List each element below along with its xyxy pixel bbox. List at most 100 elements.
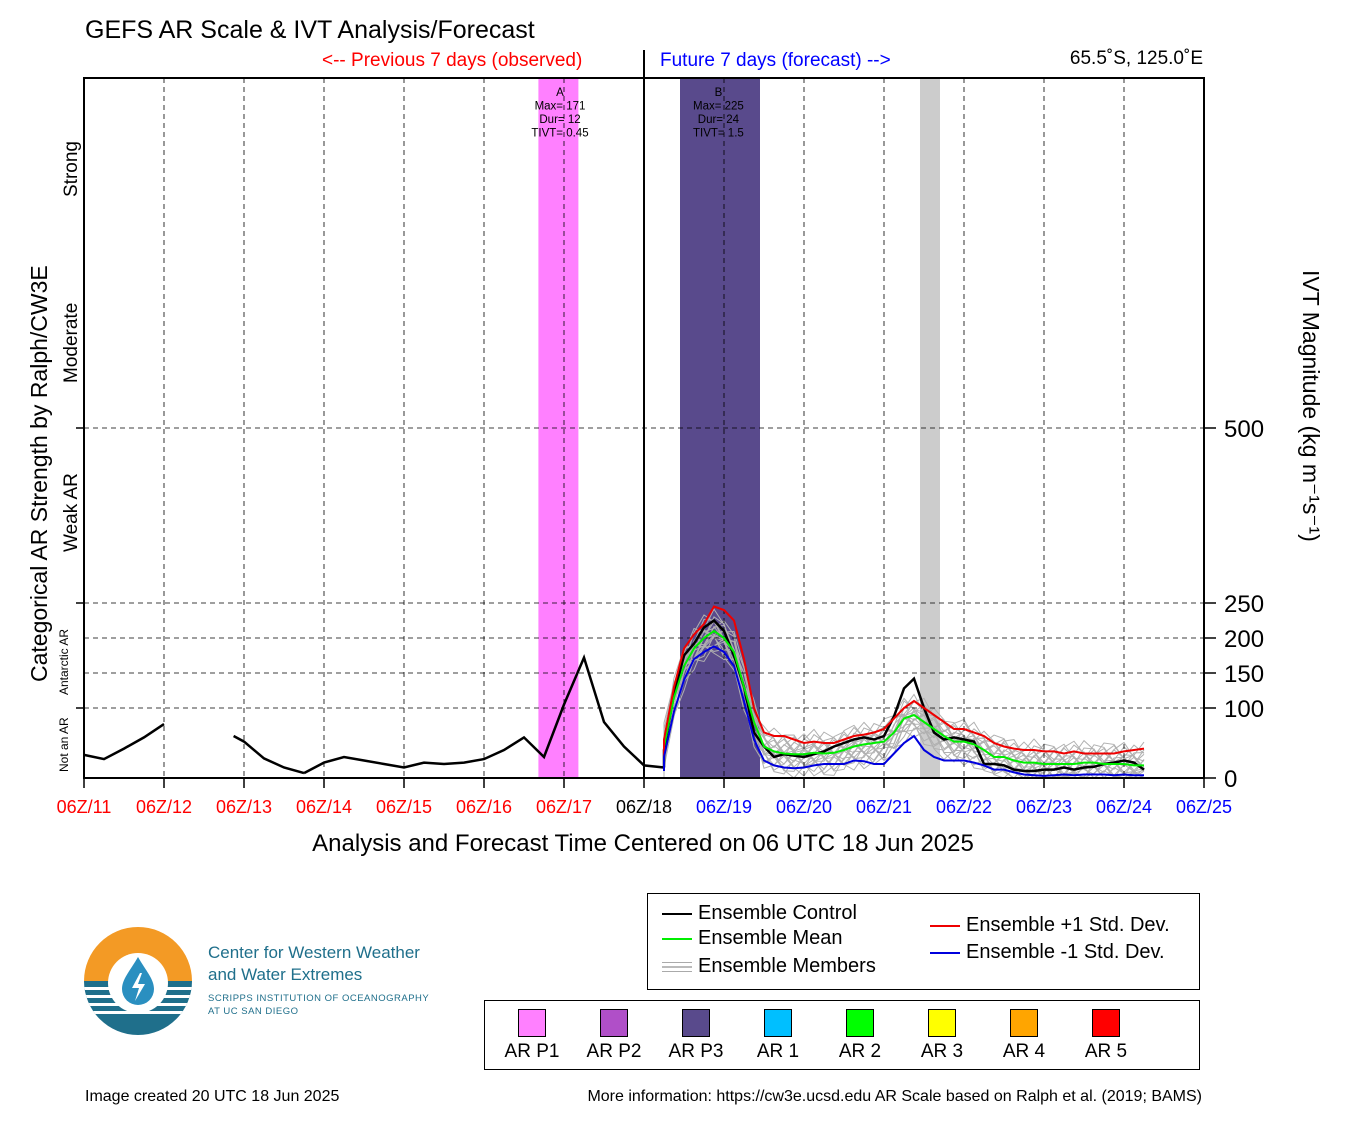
series-line-1-0 [663, 629, 1144, 767]
x-tick-label-7: 06Z/18 [616, 797, 672, 817]
ar-scale-label: AR 4 [1002, 1041, 1046, 1062]
x-tick-label-5: 06Z/16 [456, 797, 512, 817]
ar-scale-item-0: AR P1 [491, 1009, 573, 1063]
ar-scale-label: AR P3 [668, 1041, 724, 1062]
ar-scale-label: AR 2 [838, 1041, 882, 1062]
ar-scale-label: AR 5 [1084, 1041, 1128, 1062]
annotation-1-line-3: TIVT= 1.5 [693, 128, 744, 140]
left-axis-label: Categorical AR Strength by Ralph/CW3E [26, 265, 52, 682]
previous-days-label: <-- Previous 7 days (observed) [322, 50, 583, 71]
series-line-0-0 [83, 723, 165, 761]
annotation-1-line-1: Max= 225 [693, 101, 744, 113]
logo-line-1: Center for Western Weather [208, 943, 420, 962]
annotation-0-line-2: Dur= 12 [539, 114, 580, 126]
legend-control-label: Ensemble Control [698, 902, 857, 924]
ensemble-member-line-18 [663, 608, 1145, 763]
x-tick-label-10: 06Z/21 [856, 797, 912, 817]
ar-scale-swatch [846, 1009, 874, 1037]
annotation-0-line-0: A [556, 87, 564, 99]
x-tick-label-1: 06Z/12 [136, 797, 192, 817]
y-tick-label-5: 500 [1224, 416, 1264, 443]
ar-scale-label: AR P2 [586, 1041, 642, 1062]
cw3e-logo-icon [84, 927, 192, 1035]
image-created-text: Image created 20 UTC 18 Jun 2025 [85, 1088, 340, 1105]
ar-scale-legend: AR P1 AR P2 AR P3 AR 1 AR 2 AR 3 AR 4 AR 5 [484, 1000, 1200, 1070]
x-axis-label: Analysis and Forecast Time Centered on 0… [312, 830, 974, 857]
chart-title: GEFS AR Scale & IVT Analysis/Forecast [85, 16, 535, 44]
y-tick-label-3: 200 [1224, 626, 1264, 653]
annotation-0-line-3: TIVT= 0.45 [531, 128, 588, 140]
ar-scale-item-5: AR 3 [901, 1009, 983, 1063]
members-line-swatch [662, 961, 692, 972]
ar-scale-label: AR P1 [504, 1041, 560, 1062]
cw3e-logo: Center for Western Weather and Water Ext… [82, 925, 482, 1040]
minus-sd-line-swatch [930, 951, 960, 954]
ar-scale-item-1: AR P2 [573, 1009, 655, 1063]
ensemble-member-line-19 [663, 614, 1145, 761]
future-days-label: Future 7 days (forecast) --> [660, 50, 891, 71]
series-line-0-2 [303, 653, 665, 775]
x-tick-label-13: 06Z/24 [1096, 797, 1152, 817]
ar-scale-item-7: AR 5 [1065, 1009, 1147, 1063]
x-tick-label-11: 06Z/22 [936, 797, 992, 817]
legend-plus-sd-label: Ensemble +1 Std. Dev. [966, 914, 1170, 936]
x-tick-label-9: 06Z/20 [776, 797, 832, 817]
logo-line-2: and Water Extremes [208, 965, 363, 984]
x-tick-label-0: 06Z/11 [57, 797, 112, 817]
ar-scale-item-3: AR 1 [737, 1009, 819, 1063]
legend-control: Ensemble Control [662, 902, 857, 925]
legend-plus-sd: Ensemble +1 Std. Dev. [930, 914, 1170, 937]
mean-line-swatch [662, 937, 692, 940]
category-label-2: Weak AR [61, 473, 82, 553]
ar-scale-item-2: AR P3 [655, 1009, 737, 1063]
y-tick-label-0: 0 [1224, 766, 1237, 793]
right-axis-label: IVT Magnitude (kg m⁻¹s⁻¹) [1298, 270, 1324, 542]
ar-scale-swatch [928, 1009, 956, 1037]
x-tick-label-12: 06Z/23 [1016, 797, 1072, 817]
ar-scale-swatch [764, 1009, 792, 1037]
logo-line-4: AT UC SAN DIEGO [208, 1006, 299, 1017]
ar-scale-item-4: AR 2 [819, 1009, 901, 1063]
location-label: 65.5˚S, 125.0˚E [1069, 48, 1203, 69]
legend-members-label: Ensemble Members [698, 955, 876, 977]
annotation-1-line-2: Dur= 24 [698, 114, 740, 126]
annotation-0-line-1: Max= 171 [535, 101, 586, 113]
x-tick-label-8: 06Z/19 [696, 797, 752, 817]
category-label-4: Strong [61, 141, 82, 197]
x-tick-label-14: 06Z/25 [1176, 797, 1232, 817]
x-tick-label-2: 06Z/13 [216, 797, 272, 817]
legend-members: Ensemble Members [662, 955, 876, 978]
ar-scale-label: AR 1 [756, 1041, 800, 1062]
ar-scale-swatch [1010, 1009, 1038, 1037]
control-line-swatch [662, 912, 692, 915]
ar-scale-swatch [518, 1009, 546, 1037]
series-line-2-0 [663, 605, 1145, 761]
annotation-1-line-0: B [715, 87, 723, 99]
ar-scale-item-6: AR 4 [983, 1009, 1065, 1063]
ar-scale-swatch [600, 1009, 628, 1037]
legend-mean-label: Ensemble Mean [698, 927, 843, 949]
ivt-chart: 06Z/11 06Z/12 06Z/13 06Z/14 06Z/15 06Z/16 06Z/… [57, 50, 1264, 817]
legend-minus-sd: Ensemble -1 Std. Dev. [930, 941, 1165, 964]
series-line-3-0 [663, 645, 1144, 777]
category-label-0: Not an AR [57, 717, 71, 773]
category-label-3: Moderate [61, 302, 82, 383]
ar-scale-label: AR 3 [920, 1041, 964, 1062]
y-tick-label-4: 250 [1224, 591, 1264, 618]
x-tick-label-3: 06Z/14 [296, 797, 352, 817]
logo-line-3: SCRIPPS INSTITUTION OF OCEANOGRAPHY [208, 993, 430, 1004]
legend-minus-sd-label: Ensemble -1 Std. Dev. [966, 941, 1165, 963]
more-info-text: More information: https://cw3e.ucsd.edu … [587, 1088, 1202, 1105]
plus-sd-line-swatch [930, 924, 960, 927]
x-tick-label-4: 06Z/15 [376, 797, 432, 817]
legend: Ensemble Control Ensemble Mean Ensemble … [647, 893, 1200, 990]
ensemble-member-line-17 [663, 619, 1145, 764]
legend-mean: Ensemble Mean [662, 927, 843, 950]
y-tick-label-2: 150 [1224, 661, 1264, 688]
x-tick-label-6: 06Z/17 [536, 797, 592, 817]
series-line-0-1 [233, 734, 305, 775]
ar-scale-swatch [682, 1009, 710, 1037]
category-label-1: Antarctic AR [57, 628, 71, 695]
y-tick-label-1: 100 [1224, 696, 1264, 723]
ar-scale-swatch [1092, 1009, 1120, 1037]
